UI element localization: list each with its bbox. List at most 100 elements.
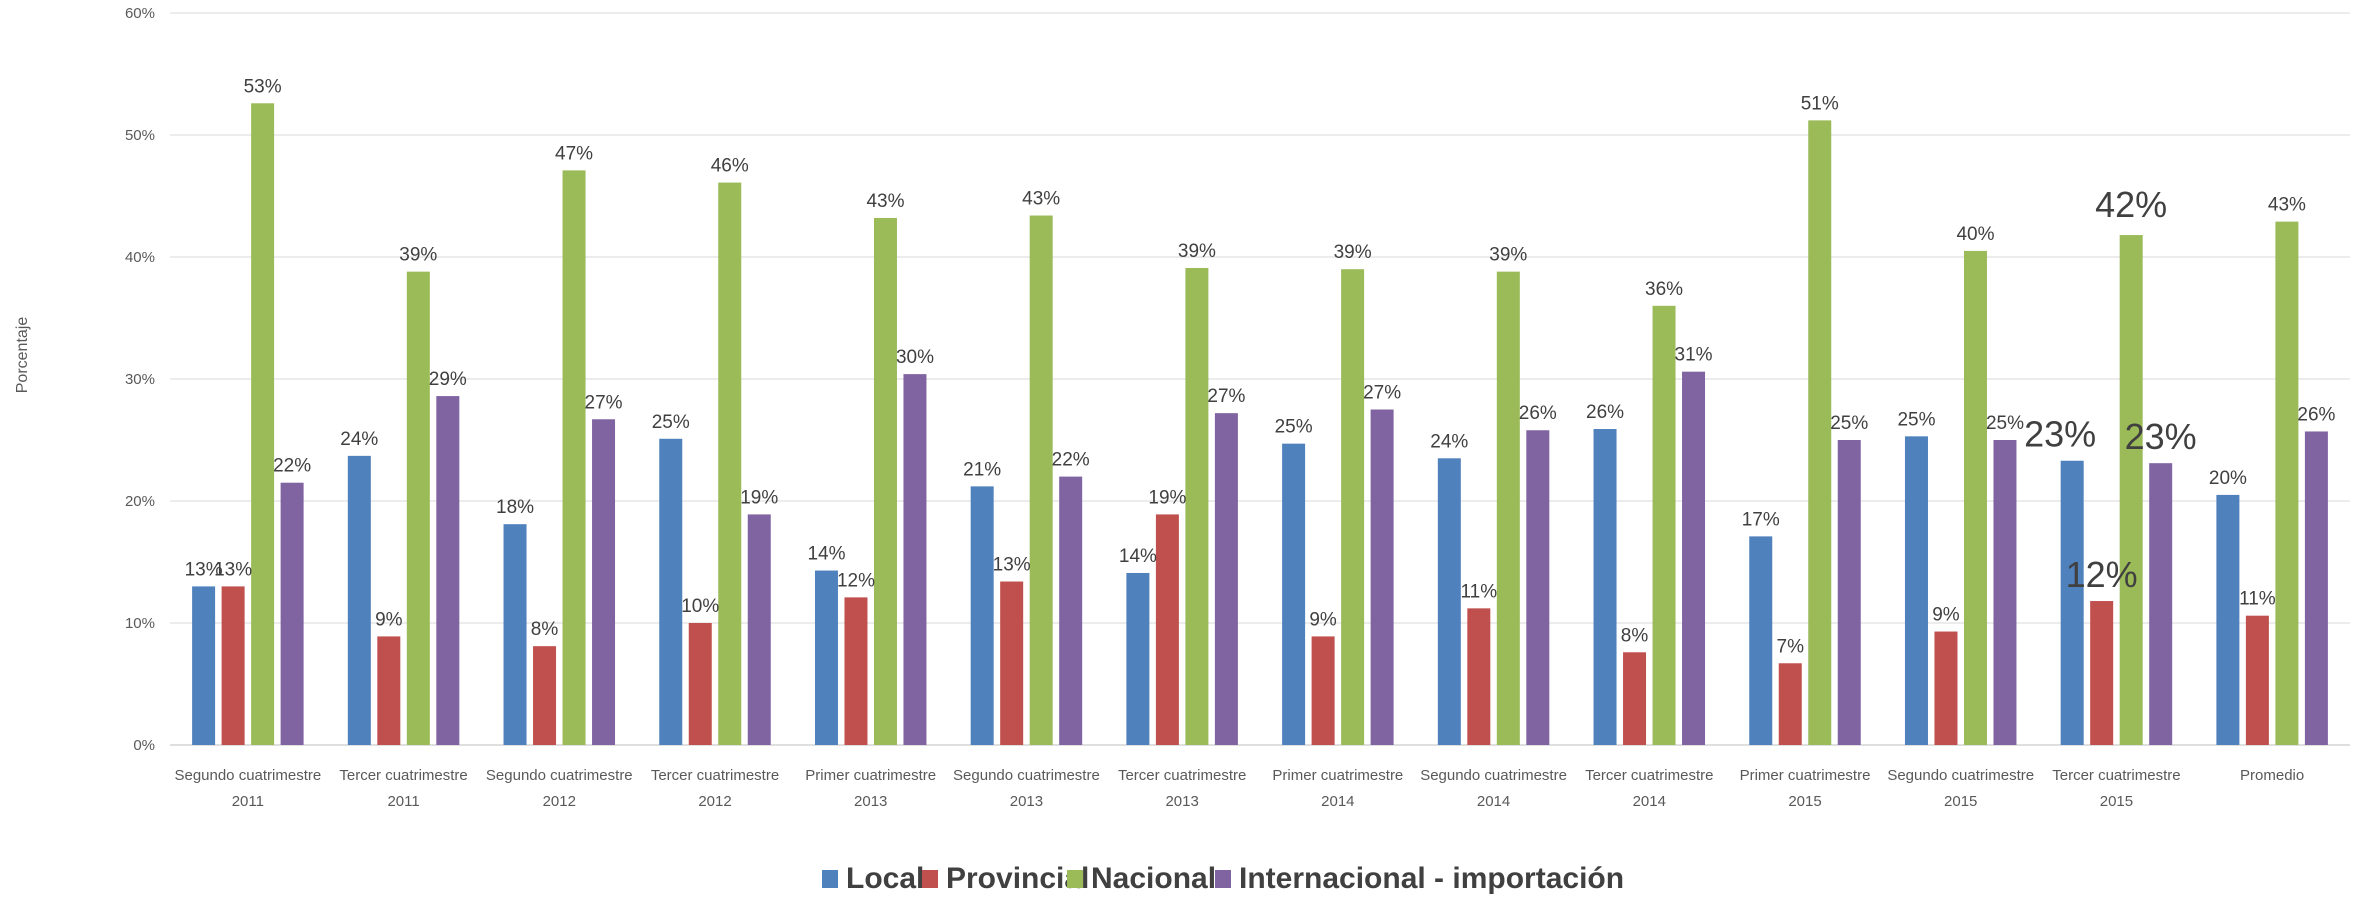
x-tick-label: Tercer cuatrimestre [1118,767,1246,784]
y-tick-label: 40% [125,249,155,266]
data-label: 39% [1178,241,1216,262]
data-label: 12% [837,570,875,591]
data-label: 36% [1645,279,1683,300]
bar [659,438,683,745]
bar [844,597,868,745]
bar [1837,440,1861,745]
data-label: 10% [681,596,719,617]
x-tick-label: Primer cuatrimestre [805,767,936,784]
data-label: 22% [1052,450,1090,471]
data-label: 23% [2125,416,2197,457]
data-label: 27% [1207,386,1245,407]
data-label: 43% [2268,195,2306,216]
data-label: 25% [1275,417,1313,438]
bar [347,455,371,745]
bar [436,396,460,745]
x-tick-label: Primer cuatrimestre [1272,767,1403,784]
data-label: 9% [1932,605,1960,626]
bar [377,636,401,745]
x-tick-label: 2015 [2100,793,2133,810]
bar [903,374,927,745]
bar [1467,608,1491,745]
x-tick-label: Primer cuatrimestre [1740,767,1871,784]
data-label: 51% [1801,93,1839,114]
data-label: 31% [1675,345,1713,366]
data-label: 27% [585,392,623,413]
legend-swatch [1215,870,1231,888]
bar [1963,250,1987,745]
x-tick-label: 2014 [1321,793,1354,810]
data-label: 40% [1956,224,1994,245]
data-label: 20% [2209,468,2247,489]
x-tick-label: 2011 [387,793,419,810]
data-label: 19% [740,487,778,508]
data-label: 25% [1897,409,1935,430]
data-label: 23% [2024,414,2096,455]
bar [1437,458,1461,745]
data-label: 8% [531,619,559,640]
bar [1341,269,1365,745]
bar [1778,663,1802,745]
x-tick-label: Tercer cuatrimestre [1585,767,1713,784]
data-label: 13% [214,559,252,580]
bar [1904,436,1928,745]
x-tick-label: 2013 [854,793,887,810]
data-label: 53% [244,76,282,97]
bar [562,170,586,745]
data-label: 18% [496,497,534,518]
x-tick-label: Promedio [2240,767,2304,784]
y-tick-label: 10% [125,615,155,632]
bar [2149,463,2173,745]
x-tick-label: 2011 [232,793,264,810]
data-labels: 13%13%53%22%24%9%39%29%18%8%47%27%25%10%… [185,76,2336,657]
y-axis-label: Porcentaje [14,317,31,394]
bar [1282,443,1306,745]
data-label: 26% [1519,403,1557,424]
data-label: 47% [555,143,593,164]
bar [1059,476,1083,745]
x-tick-label: Segundo cuatrimestre [953,767,1100,784]
bar [2304,431,2328,745]
data-label: 29% [429,369,467,390]
bar [1496,271,1520,745]
data-label: 8% [1621,625,1649,646]
x-axis-categories: Segundo cuatrimestre 2011 Tercer cuatrimes… [174,767,2304,810]
data-label: 25% [1830,413,1868,434]
bar [1749,536,1773,745]
bar [251,103,275,745]
bar [1934,631,1958,745]
legend-label: Provincial [946,862,1089,895]
data-label: 7% [1777,636,1805,657]
bar [1526,430,1550,745]
bar [503,524,527,745]
bar [533,646,557,745]
data-label: 39% [1489,245,1527,266]
data-label: 11% [2239,589,2276,610]
data-label: 14% [1119,546,1157,567]
bar [718,182,742,745]
data-label: 30% [896,347,934,368]
bar [1311,636,1335,745]
data-label: 11% [1461,581,1498,602]
bar [406,271,430,745]
bar [280,482,304,745]
x-tick-label: 2012 [543,793,576,810]
legend-swatch [822,870,838,888]
data-label: 43% [1022,189,1060,210]
data-label: 24% [1430,431,1468,452]
data-label: 42% [2095,184,2167,225]
data-label: 12% [2066,554,2138,595]
x-tick-label: 2014 [1477,793,1510,810]
data-label: 22% [273,456,311,477]
data-label: 43% [866,191,904,212]
y-tick-label: 50% [125,127,155,144]
x-tick-label: Segundo cuatrimestre [174,767,321,784]
bar [1126,572,1150,745]
data-label: 21% [963,459,1001,480]
bar [1652,305,1676,745]
x-tick-label: 2014 [1633,793,1666,810]
bar [1155,514,1179,745]
data-label: 14% [807,544,845,565]
y-tick-label: 20% [125,493,155,510]
